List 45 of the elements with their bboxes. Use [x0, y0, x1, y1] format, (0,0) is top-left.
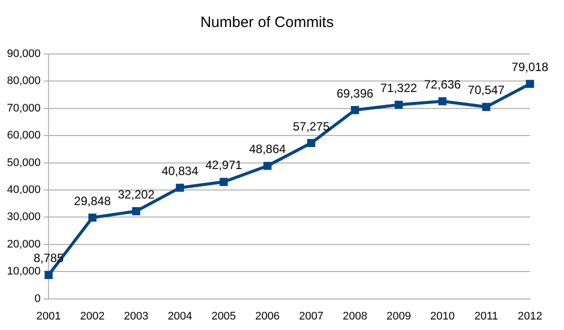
y-tick-label: 40,000: [6, 184, 41, 196]
y-tick-label: 90,000: [6, 48, 41, 60]
x-tick-label: 2005: [211, 310, 236, 322]
x-tick-label: 2003: [124, 310, 148, 322]
data-label: 69,396: [336, 86, 374, 100]
y-tick-label: 60,000: [6, 130, 41, 142]
data-label: 79,018: [512, 60, 549, 74]
x-tick-label: 2010: [430, 310, 455, 322]
point: [88, 214, 96, 222]
point: [132, 207, 140, 216]
point: [263, 162, 272, 170]
y-tick-label: 0: [34, 292, 41, 305]
x-tick-label: 2012: [518, 310, 542, 322]
x-tick-label: 2001: [36, 310, 61, 322]
point: [350, 106, 359, 114]
data-label: 72,636: [424, 78, 462, 92]
y-tick-label: 70,000: [6, 102, 41, 114]
data-label: 40,834: [162, 164, 199, 178]
x-tick-label: 2007: [298, 310, 324, 322]
point: [526, 80, 534, 88]
point: [394, 100, 403, 109]
point: [176, 184, 184, 192]
data-label: 29,848: [74, 194, 112, 208]
y-tick-label: 20,000: [6, 238, 41, 250]
x-tick-label: 2004: [168, 310, 192, 322]
data-label: 32,202: [118, 188, 155, 202]
x-tick-label: 2002: [80, 310, 105, 322]
data-label: 42,971: [205, 158, 242, 172]
data-label: 57,275: [292, 119, 330, 134]
x-tick-label: 2011: [474, 310, 498, 322]
x-tick-label: 2008: [342, 310, 368, 322]
data-label: 71,322: [380, 81, 418, 96]
x-tick-label: 2009: [386, 310, 411, 322]
point: [482, 102, 490, 111]
point: [438, 97, 447, 106]
chart-title: Number of Commits: [200, 14, 334, 32]
y-tick-label: 10,000: [6, 266, 41, 278]
data-label: 70,547: [468, 83, 505, 98]
y-tick-label: 50,000: [6, 156, 41, 169]
x-tick-label: 2006: [255, 310, 280, 322]
y-tick-label: 80,000: [6, 75, 41, 88]
data-label: 48,864: [249, 142, 286, 156]
y-tick-label: 30,000: [6, 211, 41, 224]
point: [307, 138, 316, 148]
point: [220, 178, 228, 186]
